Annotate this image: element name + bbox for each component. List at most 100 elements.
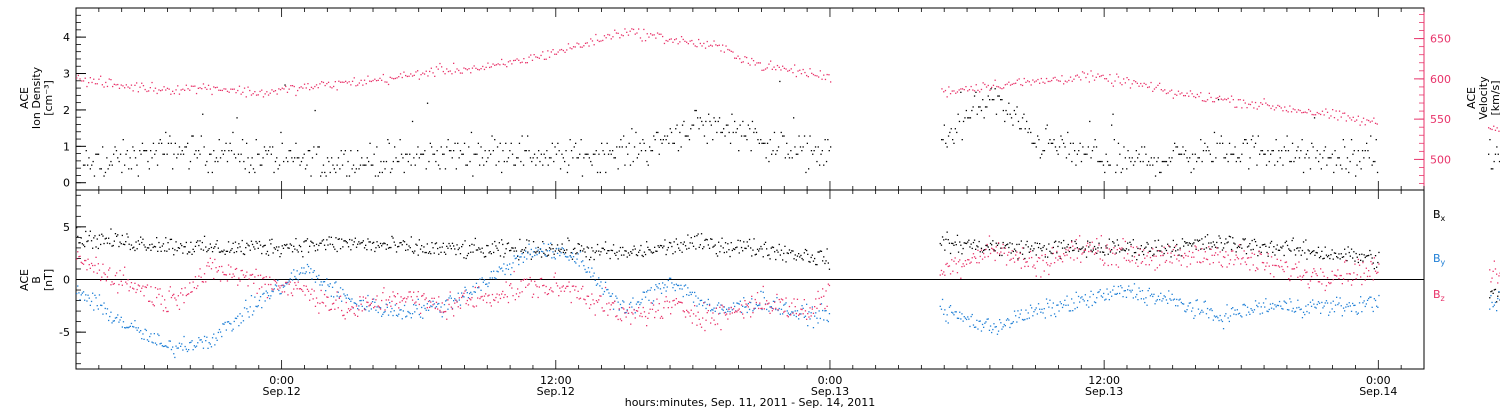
velocity-point [494, 64, 496, 66]
b-point-bx [225, 250, 227, 252]
b-point-by [1005, 319, 1008, 321]
density-point [620, 139, 622, 141]
velocity-point [540, 54, 542, 57]
b-point-by [591, 267, 593, 269]
density-point [1326, 164, 1328, 166]
density-point [1138, 153, 1140, 155]
b-point-bz [558, 295, 560, 297]
density-point [624, 164, 626, 166]
density-point [211, 171, 213, 174]
velocity-point [108, 78, 110, 80]
b-point-bx [612, 244, 615, 246]
velocity-point [732, 51, 734, 53]
b-point-by [1377, 306, 1379, 308]
velocity-point [185, 84, 187, 86]
b-point-bx [1257, 255, 1259, 257]
velocity-series [76, 28, 1500, 132]
b-point-bx [595, 250, 598, 252]
b-point-bz [604, 286, 607, 289]
b-point-bx [723, 251, 725, 254]
velocity-point [137, 91, 139, 93]
velocity-point [1191, 93, 1193, 95]
b-point-bx [986, 245, 988, 247]
b-point-bx [160, 250, 162, 252]
b-point-by [197, 342, 199, 344]
b-point-by [1085, 304, 1088, 306]
b-point-by [499, 268, 502, 270]
velocity-point [1206, 99, 1209, 101]
velocity-point [1275, 107, 1277, 109]
velocity-point [548, 56, 551, 58]
b-point-bz [688, 312, 690, 314]
b-point-bx [944, 249, 946, 251]
b-point-bx [1276, 244, 1278, 246]
b-point-bz [675, 298, 677, 300]
density-point [99, 168, 101, 170]
b-point-bx [1045, 248, 1048, 250]
b-point-bx [362, 240, 364, 242]
b-point-bz [715, 307, 717, 309]
b-point-by [796, 310, 799, 312]
b-point-bz [417, 291, 419, 293]
b-point-bx [1170, 256, 1172, 258]
density-point [573, 146, 575, 148]
b-point-bz [431, 297, 433, 299]
density-point [1165, 160, 1168, 163]
b-point-by [285, 282, 287, 284]
b-point-bz [114, 274, 117, 277]
density-point [1167, 164, 1169, 166]
density-point [1154, 175, 1157, 177]
density-point [1278, 150, 1280, 152]
b-point-bz [150, 286, 152, 288]
density-point [1009, 113, 1011, 115]
b-point-by [400, 309, 402, 311]
b-point-by [374, 301, 376, 303]
velocity-point [430, 67, 432, 69]
density-point [993, 99, 995, 101]
velocity-point [605, 37, 607, 39]
density-point [470, 131, 473, 134]
b-point-by [242, 320, 245, 322]
density-point [1072, 142, 1074, 144]
b-point-bz [441, 302, 443, 304]
velocity-point [1189, 90, 1192, 92]
density-point [161, 142, 163, 144]
velocity-point [1266, 104, 1269, 106]
velocity-point [747, 62, 749, 64]
velocity-point [626, 31, 628, 33]
b-point-bx [1333, 252, 1336, 254]
b-point-bx [1332, 258, 1334, 260]
b-point-bx [386, 244, 388, 246]
density-point [261, 164, 263, 166]
velocity-point [1218, 95, 1221, 97]
b-point-by [109, 315, 111, 318]
b-point-bx [373, 241, 375, 244]
density-point [1291, 142, 1294, 144]
b-point-by [421, 306, 423, 309]
b-point-by [161, 345, 163, 347]
velocity-point [283, 88, 285, 90]
b-point-by [1300, 308, 1302, 310]
b-point-bx [481, 247, 483, 249]
b-point-by [246, 308, 248, 310]
density-point [85, 150, 87, 152]
density-point [962, 120, 965, 123]
density-point [1346, 157, 1349, 159]
b-point-by [1210, 308, 1212, 310]
b-point-bx [464, 240, 466, 242]
b-point-bx [744, 247, 746, 249]
b-point-bx [1370, 253, 1372, 256]
b-point-by [299, 272, 302, 274]
density-point [610, 153, 612, 155]
velocity-point [643, 28, 645, 31]
density-point [1313, 117, 1316, 119]
b-point-bx [1037, 246, 1040, 249]
b-point-bx [285, 244, 287, 247]
b-point-by [1092, 293, 1094, 296]
b-point-by [393, 310, 395, 312]
b-point-by [828, 313, 831, 315]
velocity-point [110, 79, 112, 81]
b-point-bx [779, 254, 781, 256]
velocity-point [1359, 124, 1361, 126]
density-point [1159, 171, 1161, 174]
